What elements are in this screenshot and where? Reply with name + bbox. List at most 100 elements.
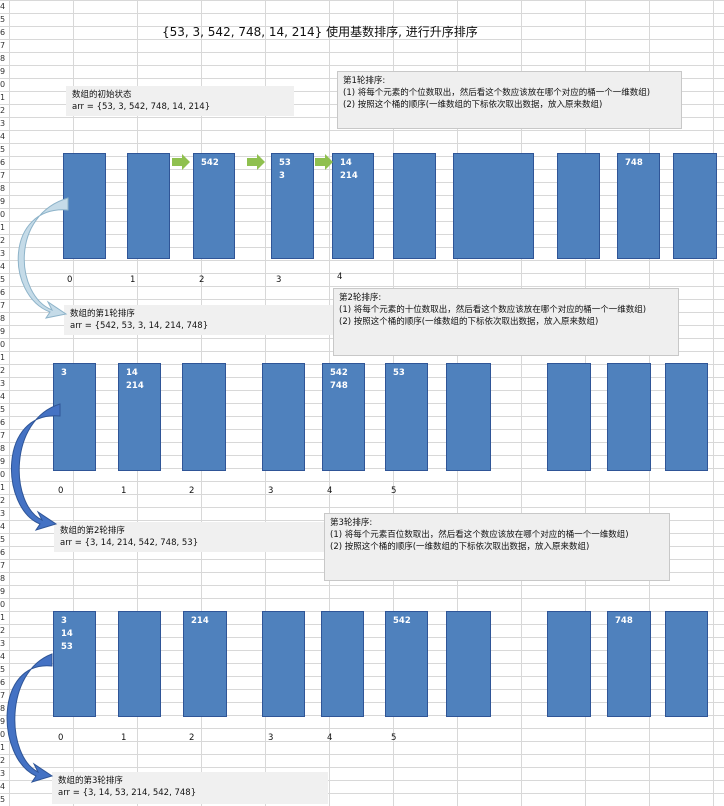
bucket-r3-1 xyxy=(118,611,161,717)
row-number: 9 xyxy=(0,197,6,206)
initial-state-box: 数组的初始状态 arr = {53, 3, 542, 748, 14, 214} xyxy=(66,86,294,116)
bucket-r1-7 xyxy=(557,153,600,259)
row-number: 8 xyxy=(0,574,6,583)
row-number: 0 xyxy=(0,730,6,739)
round2-note: 第2轮排序: (1) 将每个元素的十位数取出，然后看这个数应该放在哪个对应的桶一… xyxy=(333,288,679,356)
bucket-r1-2: 542 xyxy=(193,153,235,259)
bucket-r3-6 xyxy=(446,611,491,717)
bucket-index-label: 1 xyxy=(130,275,136,285)
bucket-index-label: 1 xyxy=(121,733,127,743)
row-number: 1 xyxy=(0,223,6,232)
row-number: 0 xyxy=(0,340,6,349)
round1-result-arr: arr = {542, 53, 3, 14, 214, 748} xyxy=(70,321,209,331)
bucket-r2-8 xyxy=(607,363,651,471)
row-number: 4 xyxy=(0,132,6,141)
bucket-r2-4: 542 748 xyxy=(322,363,365,471)
row-number: 9 xyxy=(0,327,6,336)
bucket-value: 214 xyxy=(191,616,209,626)
round2-result-arr: arr = {3, 14, 214, 542, 748, 53} xyxy=(60,538,199,548)
bucket-r1-5 xyxy=(393,153,436,259)
row-number: 8 xyxy=(0,444,6,453)
green-arrow-icon xyxy=(247,154,265,170)
row-number: 4 xyxy=(0,392,6,401)
row-number: 6 xyxy=(0,418,6,427)
bucket-r1-6 xyxy=(453,153,534,259)
curved-arrow-icon xyxy=(6,653,54,783)
row-number: 8 xyxy=(0,184,6,193)
bucket-r2-6 xyxy=(446,363,491,471)
round3-result-label: 数组的第3轮排序 xyxy=(58,776,123,786)
row-number: 6 xyxy=(0,678,6,687)
bucket-index-label: 3 xyxy=(268,733,274,743)
row-number: 7 xyxy=(0,41,6,50)
curved-arrow-icon xyxy=(17,197,69,319)
round1-result-label: 数组的第1轮排序 xyxy=(70,309,135,319)
row-number: 2 xyxy=(0,106,6,115)
row-number: 4 xyxy=(0,262,6,271)
bucket-index-label: 4 xyxy=(337,272,343,282)
row-number: 5 xyxy=(0,145,6,154)
row-number: 4 xyxy=(0,2,6,11)
initial-state-label: 数组的初始状态 xyxy=(72,90,132,100)
row-number: 9 xyxy=(0,587,6,596)
bucket-r3-2: 214 xyxy=(183,611,227,717)
row-number: 5 xyxy=(0,665,6,674)
round2-result-box: 数组的第2轮排序 arr = {3, 14, 214, 542, 748, 53… xyxy=(54,522,324,552)
bucket-value: 53 xyxy=(279,158,291,168)
bucket-r1-3: 53 3 xyxy=(271,153,314,259)
bucket-index-label: 0 xyxy=(58,486,64,496)
row-number: 7 xyxy=(0,171,6,180)
bucket-r2-2 xyxy=(182,363,226,471)
bucket-r2-0: 3 xyxy=(53,363,96,471)
bucket-index-label: 0 xyxy=(67,275,73,285)
row-number: 2 xyxy=(0,626,6,635)
row-number: 5 xyxy=(0,795,6,804)
bucket-value: 542 xyxy=(201,158,219,168)
row-number: 6 xyxy=(0,548,6,557)
bucket-value: 53 xyxy=(61,642,73,652)
bucket-r3-0: 3 14 53 xyxy=(53,611,96,717)
bucket-value: 748 xyxy=(615,616,633,626)
bucket-r2-3 xyxy=(262,363,305,471)
round3-step2: (2) 按照这个桶的顺序(一维数组的下标依次取出数据，放入原来数组) xyxy=(330,542,590,552)
row-number: 2 xyxy=(0,236,6,245)
round3-result-arr: arr = {3, 14, 53, 214, 542, 748} xyxy=(58,788,197,798)
bucket-r3-8: 748 xyxy=(607,611,651,717)
row-number: 0 xyxy=(0,470,6,479)
row-number: 3 xyxy=(0,119,6,128)
round1-heading: 第1轮排序: xyxy=(343,76,386,86)
bucket-index-label: 4 xyxy=(327,733,333,743)
bucket-index-label: 3 xyxy=(268,486,274,496)
row-number: 5 xyxy=(0,275,6,284)
row-number: 0 xyxy=(0,80,6,89)
row-number: 3 xyxy=(0,639,6,648)
row-number: 0 xyxy=(0,210,6,219)
bucket-index-label: 4 xyxy=(327,486,333,496)
green-arrow-icon xyxy=(315,154,333,170)
page-title: {53, 3, 542, 748, 14, 214} 使用基数排序, 进行升序排… xyxy=(162,25,478,39)
row-number: 1 xyxy=(0,613,6,622)
bucket-index-label: 2 xyxy=(189,733,195,743)
row-number: 1 xyxy=(0,93,6,102)
bucket-r3-5: 542 xyxy=(385,611,428,717)
round3-note: 第3轮排序: (1) 将每个元素百位数取出，然后看这个数应该放在哪个对应的桶一个… xyxy=(324,513,670,581)
round2-heading: 第2轮排序: xyxy=(339,293,382,303)
row-number: 3 xyxy=(0,249,6,258)
bucket-r1-1 xyxy=(127,153,170,259)
row-number: 7 xyxy=(0,561,6,570)
row-number: 3 xyxy=(0,769,6,778)
bucket-r2-7 xyxy=(547,363,591,471)
bucket-value: 748 xyxy=(330,381,348,391)
bucket-index-label: 5 xyxy=(391,486,397,496)
row-number: 0 xyxy=(0,600,6,609)
round1-result-box: 数组的第1轮排序 arr = {542, 53, 3, 14, 214, 748… xyxy=(64,305,334,335)
bucket-value: 214 xyxy=(340,171,358,181)
row-number: 9 xyxy=(0,67,6,76)
bucket-r1-4: 14 214 xyxy=(332,153,374,259)
green-arrow-icon xyxy=(172,154,190,170)
row-number: 6 xyxy=(0,288,6,297)
row-number: 1 xyxy=(0,483,6,492)
bucket-index-label: 1 xyxy=(121,486,127,496)
row-number: 3 xyxy=(0,379,6,388)
bucket-value: 214 xyxy=(126,381,144,391)
